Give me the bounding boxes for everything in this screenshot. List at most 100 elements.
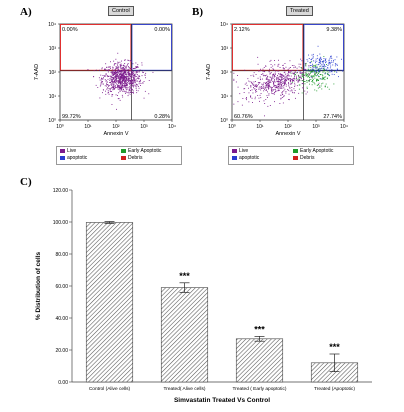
scatter-point [122,75,124,77]
scatter-point [265,87,267,89]
scatter-point [326,78,328,80]
scatter-point [120,86,121,88]
scatter-point [323,71,325,73]
scatter-point [310,79,312,80]
scatter-point [129,74,130,76]
scatter-point [134,74,136,76]
scatter-point [135,80,137,82]
scatter-point [120,63,122,65]
scatter-point [274,91,276,93]
scatter-point [277,86,279,88]
scatter-point [152,71,154,73]
scatter-point [285,77,287,79]
scatter-point [337,69,338,71]
scatter-point [118,87,120,89]
scatter-point [130,61,132,63]
x-tick-label: 10³ [312,124,320,130]
scatter-point [316,69,318,71]
scatter-point [285,85,287,87]
scatter-point [119,61,121,63]
scatter-point [288,72,290,74]
scatter-point [244,83,246,85]
scatter-point [330,56,331,58]
scatter-point [135,66,137,67]
scatter-point [321,78,323,80]
scatter-point [283,85,285,87]
scatter-point [319,59,321,61]
scatter-point [266,95,268,97]
scatter-point [290,75,292,77]
scatter-point [268,88,269,90]
scatter-point [321,88,323,90]
scatter-point [248,92,250,94]
scatter-point [275,90,277,92]
scatter-point [129,89,131,91]
scatter-point [297,78,299,80]
scatter-point [281,75,283,77]
scatter-point [115,87,117,88]
scatter-point [124,82,126,84]
scatter-point [124,69,126,71]
scatter-point [127,72,129,74]
scatter-point [311,84,313,86]
scatter-point [95,84,97,86]
scatter-point [280,98,282,100]
scatter-point [122,80,124,82]
scatter-point [316,90,318,92]
scatter-point [321,64,323,66]
scatter-point [314,67,316,68]
scatter-point [139,76,141,77]
scatter-point [306,88,308,89]
scatter-point [327,63,329,65]
scatter-point [312,75,314,77]
scatter-point [118,69,120,71]
scatter-point [137,70,139,72]
scatter-point [241,104,243,106]
scatter-point [274,72,276,74]
scatter-point [312,70,313,72]
scatter-point [305,68,306,70]
legend-debris-label: Debris [300,155,315,161]
scatter-point [130,78,132,79]
scatter-point [288,99,290,101]
scatter-point [117,80,119,82]
y-tick-label: 10⁰ [48,118,56,124]
scatter-point [281,87,283,89]
scatter-point [129,60,131,62]
scatter-point [328,74,330,76]
scatter-point [106,75,108,76]
scatter-point [250,90,251,91]
scatter-point [111,84,113,86]
scatter-point [112,75,114,76]
scatter-point [318,71,319,72]
scatter-point [117,82,119,83]
scatter-point [132,91,134,93]
scatter-point [117,86,119,88]
scatter-point [305,93,307,95]
scatter-point [120,78,122,80]
scatter-point [294,71,296,73]
scatter-point [136,83,137,85]
scatter-point [313,68,315,70]
scatter-point [111,73,113,74]
legend-apoptotic-label: apoptotic [239,155,260,161]
scatter-point [325,62,326,64]
scatter-point [266,77,268,79]
scatter-point [99,79,101,81]
scatter-point [138,87,140,89]
scatter-point [107,92,109,94]
scatter-point [301,68,303,70]
scatter-point [306,86,308,88]
scatter-point [121,73,123,74]
scatter-point [106,69,108,71]
scatter-point [121,82,123,84]
scatter-point [243,92,245,93]
scatter-point [272,74,274,76]
scatter-point [132,80,134,81]
scatter-point [285,76,287,78]
scatter-point [323,78,324,79]
scatter-point [113,84,115,85]
scatter-point [319,67,321,69]
panel-b-letter: B) [192,6,203,18]
